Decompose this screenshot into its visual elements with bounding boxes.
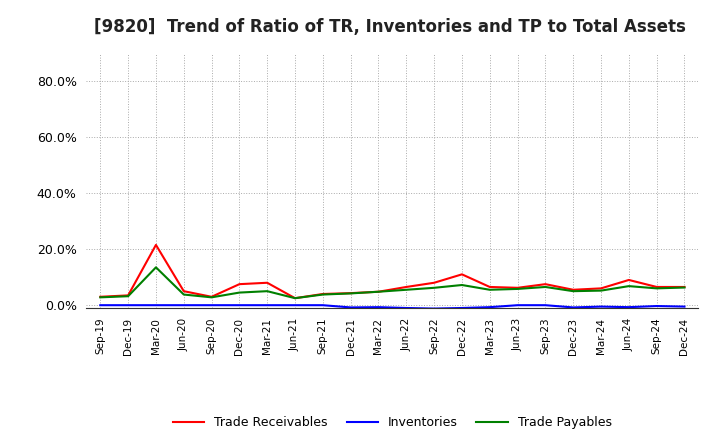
Inventories [152, 303, 161, 308]
Trade Payables [235, 290, 243, 295]
Inventories [374, 304, 383, 310]
Trade Receivables [402, 284, 410, 290]
Legend: Trade Receivables, Inventories, Trade Payables: Trade Receivables, Inventories, Trade Pa… [168, 411, 617, 434]
Trade Payables [430, 285, 438, 290]
Inventories [597, 304, 606, 309]
Inventories [430, 306, 438, 311]
Line: Trade Receivables: Trade Receivables [100, 245, 685, 298]
Trade Receivables [680, 284, 689, 290]
Inventories [541, 303, 550, 308]
Trade Payables [152, 265, 161, 270]
Inventories [485, 304, 494, 310]
Trade Payables [624, 283, 633, 289]
Trade Receivables [263, 280, 271, 286]
Inventories [207, 303, 216, 308]
Trade Payables [597, 288, 606, 293]
Inventories [458, 305, 467, 311]
Trade Payables [513, 286, 522, 292]
Trade Receivables [318, 291, 327, 297]
Trade Receivables [485, 284, 494, 290]
Inventories [680, 304, 689, 309]
Trade Receivables [597, 286, 606, 291]
Trade Payables [346, 291, 355, 296]
Trade Payables [318, 292, 327, 297]
Inventories [346, 305, 355, 310]
Trade Payables [263, 289, 271, 294]
Trade Payables [485, 287, 494, 293]
Trade Payables [458, 282, 467, 288]
Inventories [624, 304, 633, 310]
Inventories [402, 305, 410, 311]
Trade Payables [680, 285, 689, 290]
Trade Receivables [624, 277, 633, 282]
Trade Receivables [179, 289, 188, 294]
Trade Receivables [541, 282, 550, 287]
Trade Payables [96, 295, 104, 300]
Inventories [124, 303, 132, 308]
Trade Receivables [96, 294, 104, 300]
Inventories [652, 304, 661, 309]
Inventories [263, 303, 271, 308]
Trade Receivables [346, 290, 355, 296]
Trade Receivables [652, 284, 661, 290]
Trade Payables [569, 289, 577, 294]
Text: [9820]  Trend of Ratio of TR, Inventories and TP to Total Assets: [9820] Trend of Ratio of TR, Inventories… [94, 18, 685, 36]
Trade Receivables [458, 272, 467, 277]
Trade Payables [179, 292, 188, 297]
Trade Receivables [291, 296, 300, 301]
Trade Receivables [124, 293, 132, 298]
Trade Payables [402, 287, 410, 293]
Trade Receivables [235, 282, 243, 287]
Trade Payables [541, 284, 550, 290]
Inventories [179, 303, 188, 308]
Trade Payables [374, 289, 383, 294]
Trade Receivables [152, 242, 161, 248]
Trade Payables [652, 286, 661, 291]
Trade Receivables [374, 289, 383, 294]
Trade Payables [124, 293, 132, 299]
Trade Receivables [430, 280, 438, 286]
Inventories [318, 303, 327, 308]
Inventories [291, 303, 300, 308]
Inventories [569, 305, 577, 310]
Inventories [235, 303, 243, 308]
Inventories [513, 303, 522, 308]
Trade Receivables [569, 287, 577, 293]
Inventories [96, 303, 104, 308]
Trade Receivables [207, 294, 216, 300]
Trade Payables [291, 296, 300, 301]
Trade Payables [207, 295, 216, 300]
Line: Inventories: Inventories [100, 305, 685, 308]
Trade Receivables [513, 285, 522, 290]
Line: Trade Payables: Trade Payables [100, 268, 685, 298]
